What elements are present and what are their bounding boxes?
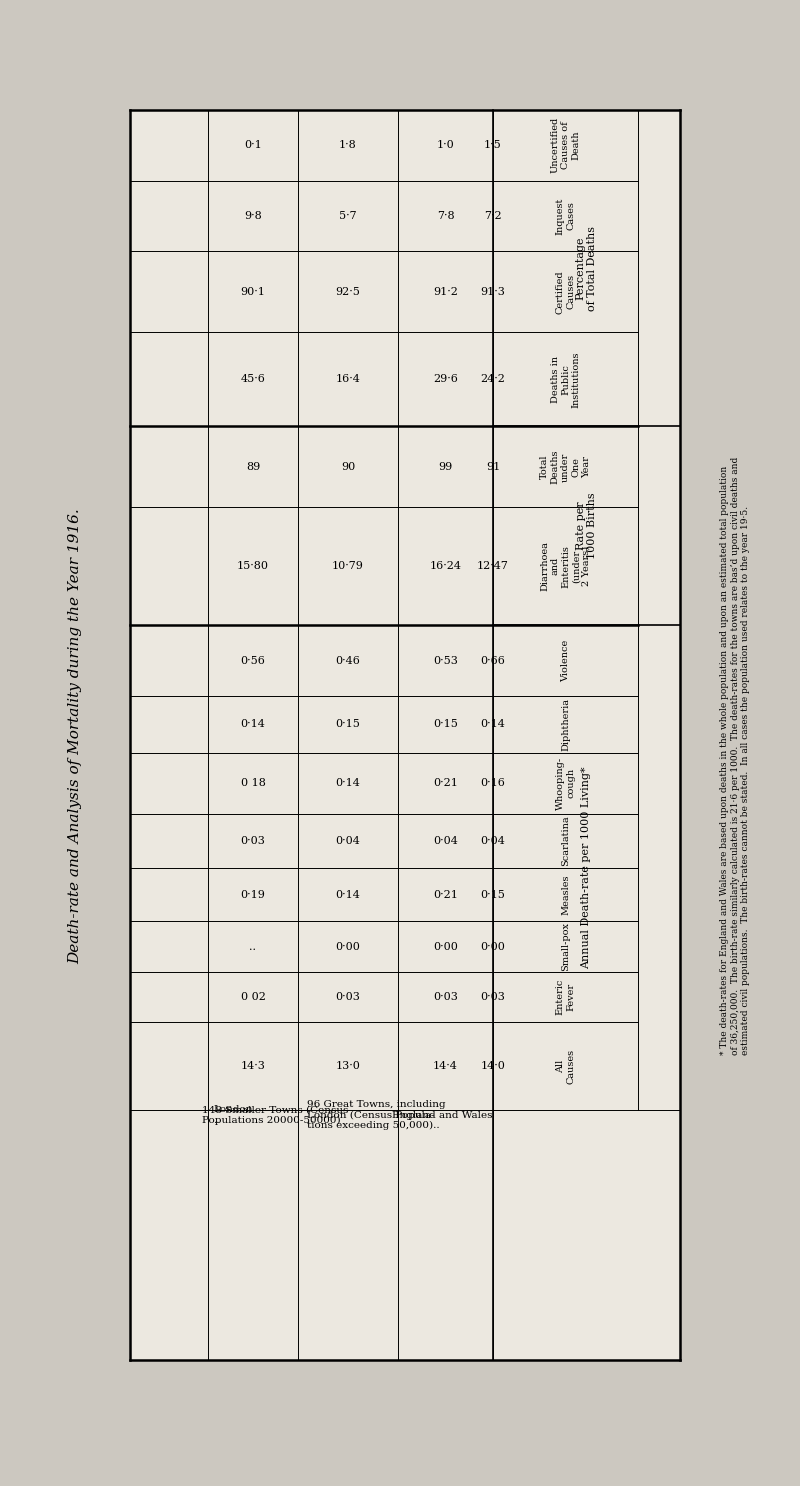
Text: 14·0: 14·0 bbox=[481, 1061, 506, 1071]
Text: 14·4: 14·4 bbox=[433, 1061, 458, 1071]
Text: Diarrhoea
and
Enteritis
(under
2 Years): Diarrhoea and Enteritis (under 2 Years) bbox=[540, 541, 590, 591]
Text: 29·6: 29·6 bbox=[433, 374, 458, 385]
Text: Violence: Violence bbox=[561, 639, 570, 682]
Text: Death-rate and Analysis of Mortality during the Year 1916.: Death-rate and Analysis of Mortality dur… bbox=[68, 508, 82, 964]
Text: 0·04: 0·04 bbox=[433, 835, 458, 846]
Text: 7·8: 7·8 bbox=[437, 211, 454, 221]
Text: 0·04: 0·04 bbox=[335, 835, 361, 846]
Text: 0 18: 0 18 bbox=[241, 779, 266, 789]
Text: 99: 99 bbox=[438, 462, 453, 473]
Text: 13·0: 13·0 bbox=[335, 1061, 361, 1071]
Text: 1·8: 1·8 bbox=[339, 140, 357, 150]
Text: 90: 90 bbox=[341, 462, 355, 473]
Text: 0·14: 0·14 bbox=[335, 779, 361, 789]
Text: 0·16: 0·16 bbox=[481, 779, 506, 789]
Text: 148 Smaller Towns (Census
Populations 20000-50000): 148 Smaller Towns (Census Populations 20… bbox=[202, 1106, 348, 1125]
Text: 0·03: 0·03 bbox=[433, 993, 458, 1002]
Text: 0·66: 0·66 bbox=[481, 655, 506, 666]
Text: Small-pox: Small-pox bbox=[561, 923, 570, 972]
Text: Rate per
1000 Births: Rate per 1000 Births bbox=[576, 492, 598, 559]
Text: 0·15: 0·15 bbox=[335, 719, 361, 730]
Text: Inquest
Cases: Inquest Cases bbox=[556, 198, 575, 235]
Text: Whooping-
cough: Whooping- cough bbox=[556, 756, 575, 810]
Text: 10·79: 10·79 bbox=[332, 562, 364, 571]
Text: Measles: Measles bbox=[561, 874, 570, 915]
Text: Annual Death-rate per 1000 Living*: Annual Death-rate per 1000 Living* bbox=[582, 767, 591, 969]
Text: 0·56: 0·56 bbox=[241, 655, 266, 666]
Text: 16·24: 16·24 bbox=[430, 562, 462, 571]
Text: 0·14: 0·14 bbox=[481, 719, 506, 730]
Text: 0·03: 0·03 bbox=[241, 835, 266, 846]
Text: 0 02: 0 02 bbox=[241, 993, 266, 1002]
Text: 9·8: 9·8 bbox=[244, 211, 262, 221]
Text: Enteric
Fever: Enteric Fever bbox=[556, 979, 575, 1015]
Text: Uncertified
Causes of
Death: Uncertified Causes of Death bbox=[550, 117, 581, 174]
Text: 15·80: 15·80 bbox=[237, 562, 269, 571]
Text: 7·2: 7·2 bbox=[484, 211, 502, 221]
Text: 0·1: 0·1 bbox=[244, 140, 262, 150]
Text: 0·00: 0·00 bbox=[481, 942, 506, 951]
Text: 0·21: 0·21 bbox=[433, 890, 458, 899]
Text: 1·0: 1·0 bbox=[437, 140, 454, 150]
Text: 0·03: 0·03 bbox=[335, 993, 361, 1002]
Text: 12·47: 12·47 bbox=[477, 562, 509, 571]
Text: Total
Deaths
under
One
Year: Total Deaths under One Year bbox=[540, 450, 590, 484]
Text: 0·19: 0·19 bbox=[241, 890, 266, 899]
Text: All
Causes: All Causes bbox=[556, 1049, 575, 1083]
Text: Diphtheria: Diphtheria bbox=[561, 698, 570, 750]
Text: 0·21: 0·21 bbox=[433, 779, 458, 789]
Text: 92·5: 92·5 bbox=[335, 287, 361, 297]
Text: 0·14: 0·14 bbox=[241, 719, 266, 730]
Text: 1·5: 1·5 bbox=[484, 140, 502, 150]
Text: 5·7: 5·7 bbox=[339, 211, 357, 221]
Text: 90·1: 90·1 bbox=[241, 287, 266, 297]
Text: England and Wales: England and Wales bbox=[393, 1110, 493, 1119]
Text: Certified
Causes: Certified Causes bbox=[556, 270, 575, 314]
Text: 0·46: 0·46 bbox=[335, 655, 361, 666]
Text: 91·3: 91·3 bbox=[481, 287, 506, 297]
Text: Deaths in
Public
Institutions: Deaths in Public Institutions bbox=[550, 351, 581, 407]
Text: 89: 89 bbox=[246, 462, 260, 473]
Text: 0·00: 0·00 bbox=[335, 942, 361, 951]
Text: 91: 91 bbox=[486, 462, 500, 473]
Text: 45·6: 45·6 bbox=[241, 374, 266, 385]
Text: 0·15: 0·15 bbox=[481, 890, 506, 899]
Text: * The death-rates for England and Wales are based upon deaths in the whole popul: * The death-rates for England and Wales … bbox=[720, 456, 750, 1055]
Text: 96 Great Towns, including
London (Census Popula-
tions exceeding 50,000)..: 96 Great Towns, including London (Census… bbox=[307, 1100, 446, 1129]
Text: 0·15: 0·15 bbox=[433, 719, 458, 730]
Text: 14·3: 14·3 bbox=[241, 1061, 266, 1071]
Text: 0·00: 0·00 bbox=[433, 942, 458, 951]
Text: Scarlatina: Scarlatina bbox=[561, 816, 570, 866]
Text: 16·4: 16·4 bbox=[335, 374, 361, 385]
Text: 0·04: 0·04 bbox=[481, 835, 506, 846]
Text: 0·03: 0·03 bbox=[481, 993, 506, 1002]
Polygon shape bbox=[130, 110, 680, 1360]
Text: ..: .. bbox=[250, 942, 257, 951]
Text: Percentage
of Total Deaths: Percentage of Total Deaths bbox=[576, 226, 598, 311]
Text: London
..: London .. bbox=[214, 1106, 253, 1125]
Text: 0·14: 0·14 bbox=[335, 890, 361, 899]
Text: 91·2: 91·2 bbox=[433, 287, 458, 297]
Text: 24·2: 24·2 bbox=[481, 374, 506, 385]
Text: 0·53: 0·53 bbox=[433, 655, 458, 666]
